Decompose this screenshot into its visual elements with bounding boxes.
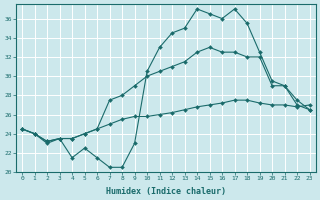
X-axis label: Humidex (Indice chaleur): Humidex (Indice chaleur) — [106, 187, 226, 196]
